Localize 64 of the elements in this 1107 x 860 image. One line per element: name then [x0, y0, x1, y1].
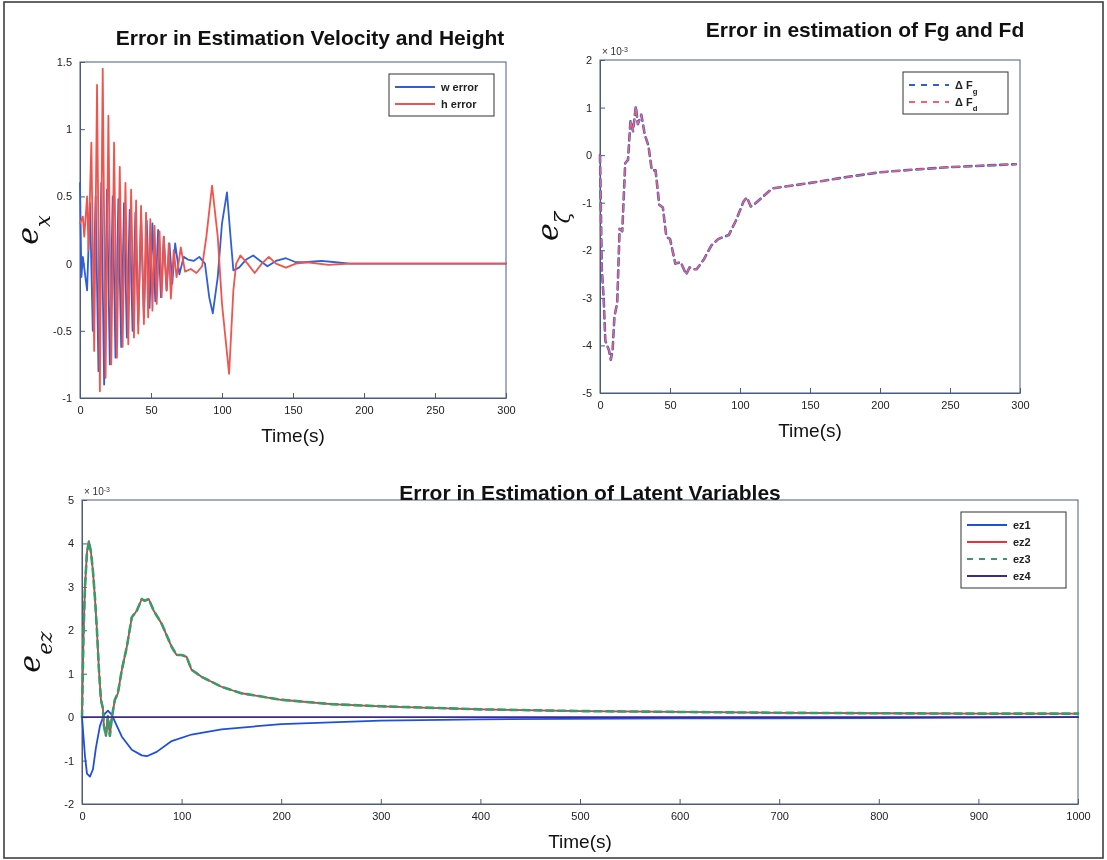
legend-label: ez4 — [1013, 570, 1032, 582]
y-tick-label: -2 — [582, 244, 592, 257]
x-axis-title: Time(s) — [778, 420, 842, 441]
x-tick-label: 600 — [670, 809, 690, 822]
x-tick-label: 0 — [79, 809, 86, 822]
x-tick-label: 200 — [871, 398, 890, 411]
y-tick-label: -1 — [64, 754, 74, 767]
y-tick-label: 0 — [585, 149, 592, 162]
x-tick-label: 100 — [172, 809, 192, 822]
y-tick-label: 4 — [67, 537, 74, 550]
y-tick-label: -0.5 — [53, 324, 72, 337]
legend-label: h error — [441, 98, 478, 110]
y-tick-label: -1 — [62, 392, 72, 405]
x-tick-label: 100 — [213, 403, 232, 416]
x-tick-label: 700 — [770, 809, 789, 822]
legend-label: ez1 — [1013, 519, 1031, 531]
y-tick-label: 1 — [585, 101, 592, 114]
legend-label: Δ F$_{g}$ — [955, 79, 978, 96]
legend-label: ez3 — [1013, 553, 1031, 565]
y-tick-label: 0 — [67, 711, 74, 724]
x-tick-label: 100 — [731, 398, 750, 411]
x-tick-label: 200 — [355, 403, 374, 416]
text: × 10$^{-3}$ — [84, 485, 111, 497]
x-tick-label: 300 — [497, 403, 516, 416]
x-tick-label: 300 — [1011, 398, 1030, 411]
x-tick-label: 900 — [969, 809, 989, 822]
x-tick-label: 250 — [426, 403, 445, 416]
legend-label: ez2 — [1013, 536, 1031, 548]
x-tick-label: 0 — [597, 398, 604, 411]
x-tick-label: 300 — [372, 809, 391, 822]
x-tick-label: 150 — [801, 398, 820, 411]
line-series — [79, 67, 507, 393]
y-tick-label: -3 — [582, 291, 592, 304]
y-tick-label: -1 — [582, 196, 592, 209]
x-axis-title: Time(s) — [261, 425, 325, 446]
x-tick-label: 1000 — [1066, 809, 1091, 822]
chart-title: Error in Estimation of Latent Variables — [399, 481, 781, 504]
y-tick-label: 5 — [67, 494, 74, 507]
y-tick-label: -4 — [582, 339, 592, 352]
x-tick-label: 500 — [571, 809, 590, 822]
y-tick-label: 2 — [67, 624, 74, 637]
x-tick-label: 50 — [664, 398, 677, 411]
y-tick-label: 0 — [65, 257, 72, 270]
text: × 10$^{-3}$ — [602, 45, 629, 57]
x-tick-label: 50 — [145, 403, 158, 416]
legend-label: w error — [440, 81, 480, 93]
y-tick-label: -5 — [582, 387, 592, 400]
y-tick-label: 1 — [65, 123, 72, 136]
y-tick-label: 1 — [67, 667, 74, 680]
y-tick-label: 2 — [585, 54, 592, 67]
x-tick-label: 150 — [284, 403, 303, 416]
x-tick-label: 400 — [471, 809, 491, 822]
chart-title: Error in estimation of Fg and Fd — [705, 18, 1025, 41]
legend-label: Δ F$_{d}$ — [955, 96, 978, 113]
y-tick-label: 1.5 — [56, 56, 72, 69]
x-axis-title: Time(s) — [548, 831, 612, 852]
x-tick-label: 0 — [77, 403, 84, 416]
chart-title: Error in Estimation Velocity and Height — [115, 26, 505, 49]
x-tick-label: 200 — [272, 809, 291, 822]
y-tick-label: 3 — [67, 580, 74, 593]
x-tick-label: 250 — [941, 398, 960, 411]
y-tick-label: -2 — [64, 798, 74, 811]
x-tick-label: 800 — [870, 809, 889, 822]
y-tick-label: 0.5 — [56, 190, 72, 203]
